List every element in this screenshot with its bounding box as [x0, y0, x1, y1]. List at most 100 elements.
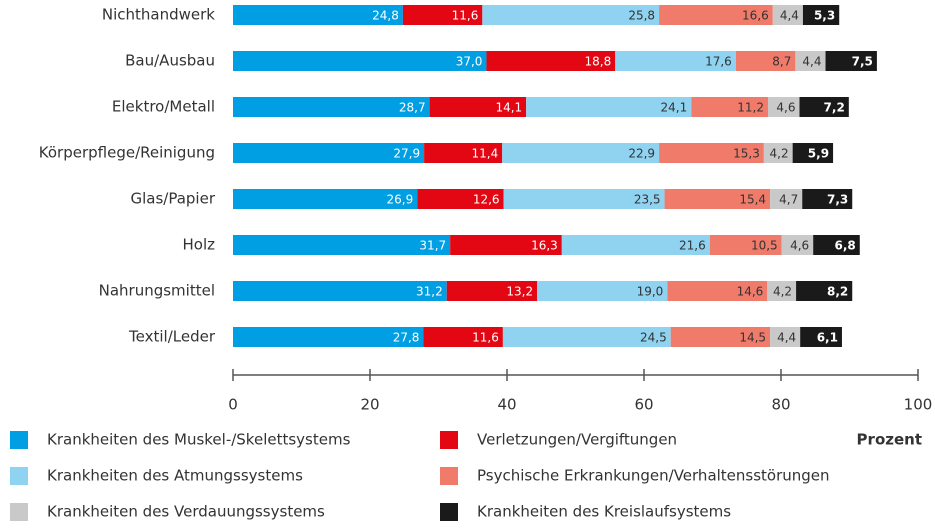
- value-label: 11,6: [452, 9, 479, 23]
- value-label: 22,9: [628, 147, 655, 161]
- bar-segment: [402, 5, 483, 25]
- value-label: 13,2: [506, 285, 533, 299]
- value-label: 14,6: [737, 285, 764, 299]
- bar-segment: [802, 5, 840, 25]
- value-label: 16,6: [742, 9, 769, 23]
- value-label: 16,3: [531, 239, 558, 253]
- legend-swatch: [440, 431, 458, 449]
- value-label: 14,5: [739, 331, 766, 345]
- bar-segment: [503, 189, 665, 209]
- value-label: 37,0: [456, 55, 483, 69]
- bar-segment: [770, 327, 801, 347]
- value-label: 10,5: [751, 239, 778, 253]
- legend-swatch: [10, 467, 28, 485]
- bar-segment: [825, 51, 877, 71]
- bar-segment: [233, 281, 447, 301]
- legend-label: Krankheiten des Muskel-/Skelettsystems: [47, 431, 351, 449]
- legend-label: Krankheiten des Atmungssystems: [47, 467, 303, 485]
- value-label: 11,6: [472, 331, 499, 345]
- category-label: Nichthandwerk: [102, 6, 215, 24]
- bar-segment: [767, 97, 800, 117]
- legend-label: Krankheiten des Verdauungssystems: [47, 503, 325, 521]
- value-label: 4,4: [802, 55, 821, 69]
- bar-segment: [735, 51, 796, 71]
- value-label: 4,2: [773, 285, 792, 299]
- bar-segment: [233, 189, 418, 209]
- x-tick-label: 60: [634, 396, 653, 414]
- value-label: 11,4: [471, 147, 498, 161]
- bar-segment: [429, 97, 527, 117]
- bar-segment: [763, 143, 793, 163]
- legend-label: Krankheiten des Kreislaufsystems: [477, 503, 731, 521]
- value-label: 5,9: [808, 147, 829, 161]
- value-label: 7,5: [852, 55, 873, 69]
- value-label: 24,8: [372, 9, 399, 23]
- value-label: 19,0: [637, 285, 664, 299]
- value-label: 4,2: [770, 147, 789, 161]
- value-label: 4,4: [780, 9, 799, 23]
- bar-segment: [423, 327, 503, 347]
- value-label: 6,8: [835, 239, 856, 253]
- bar-segment: [233, 327, 424, 347]
- value-label: 18,8: [585, 55, 612, 69]
- bar-segment: [813, 235, 860, 255]
- bar-segment: [664, 189, 771, 209]
- bar-segment: [450, 235, 562, 255]
- bar-segment: [561, 235, 710, 255]
- category-label: Textil/Leder: [128, 328, 216, 346]
- legend-swatch: [440, 503, 458, 521]
- bar-segment: [767, 281, 797, 301]
- category-label: Elektro/Metall: [112, 98, 215, 116]
- value-label: 15,3: [733, 147, 760, 161]
- bar-segment: [709, 235, 782, 255]
- bar-segment: [446, 281, 538, 301]
- value-label: 21,6: [679, 239, 706, 253]
- x-tick-label: 100: [904, 396, 933, 414]
- legend-label: Verletzungen/Vergiftungen: [477, 431, 677, 449]
- legend-swatch: [10, 503, 28, 521]
- bar-segment: [659, 5, 773, 25]
- bar-segment: [792, 143, 834, 163]
- bar-segment: [667, 281, 768, 301]
- value-label: 24,5: [640, 331, 667, 345]
- value-label: 26,9: [387, 193, 414, 207]
- value-label: 8,2: [827, 285, 848, 299]
- value-label: 28,7: [399, 101, 426, 115]
- legend-swatch: [440, 467, 458, 485]
- value-label: 5,3: [814, 9, 835, 23]
- bar-segment: [233, 143, 425, 163]
- bar-segment: [233, 51, 487, 71]
- bar-segment: [799, 97, 849, 117]
- bar-segment: [233, 235, 451, 255]
- value-label: 25,8: [628, 9, 655, 23]
- category-label: Nahrungsmittel: [99, 282, 215, 300]
- bar-segment: [233, 97, 430, 117]
- category-label: Holz: [183, 236, 216, 254]
- bar-segment: [486, 51, 616, 71]
- bar-segment: [502, 327, 671, 347]
- x-tick-label: 20: [360, 396, 379, 414]
- bar-segment: [770, 189, 803, 209]
- bar-segment: [781, 235, 814, 255]
- category-label: Körperpflege/Reinigung: [39, 144, 215, 162]
- value-label: 4,7: [779, 193, 798, 207]
- value-label: 27,9: [393, 147, 420, 161]
- bar-segment: [537, 281, 668, 301]
- bar-segment: [796, 281, 853, 301]
- legend-label: Psychische Erkrankungen/Verhaltensstörun…: [477, 467, 830, 485]
- value-label: 23,5: [634, 193, 661, 207]
- bar-segment: [615, 51, 736, 71]
- value-label: 4,6: [776, 101, 795, 115]
- bar-segment: [795, 51, 826, 71]
- value-label: 31,2: [416, 285, 443, 299]
- value-label: 17,6: [705, 55, 732, 69]
- value-label: 14,1: [495, 101, 522, 115]
- bar-segment: [417, 189, 504, 209]
- value-label: 7,2: [824, 101, 845, 115]
- bar-segment: [772, 5, 803, 25]
- x-tick-label: 80: [771, 396, 790, 414]
- bar-segment: [502, 143, 660, 163]
- bar-segment: [482, 5, 660, 25]
- bar-segment: [691, 97, 768, 117]
